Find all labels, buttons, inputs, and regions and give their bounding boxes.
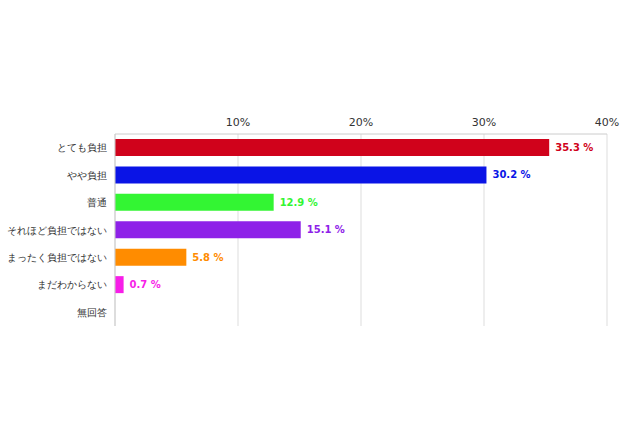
svg-text:0.7 %: 0.7 % — [130, 279, 161, 290]
svg-text:15.1 %: 15.1 % — [307, 224, 345, 235]
svg-text:5.8 %: 5.8 % — [192, 252, 223, 263]
svg-text:30%: 30% — [472, 116, 496, 129]
svg-text:普通: 普通 — [87, 197, 107, 208]
svg-text:35.3 %: 35.3 % — [555, 142, 593, 153]
svg-text:まったく負担ではない: まったく負担ではない — [8, 252, 107, 263]
svg-text:40%: 40% — [595, 116, 619, 129]
svg-text:無回答: 無回答 — [77, 307, 107, 318]
svg-text:10%: 10% — [226, 116, 250, 129]
svg-text:それほど負担ではない: それほど負担ではない — [8, 225, 107, 236]
svg-text:まだわからない: まだわからない — [37, 279, 107, 290]
svg-text:20%: 20% — [349, 116, 373, 129]
svg-text:12.9 %: 12.9 % — [280, 197, 318, 208]
svg-text:30.2 %: 30.2 % — [492, 169, 530, 180]
svg-text:とても負担: とても負担 — [57, 142, 107, 153]
svg-text:やや負担: やや負担 — [67, 170, 107, 181]
